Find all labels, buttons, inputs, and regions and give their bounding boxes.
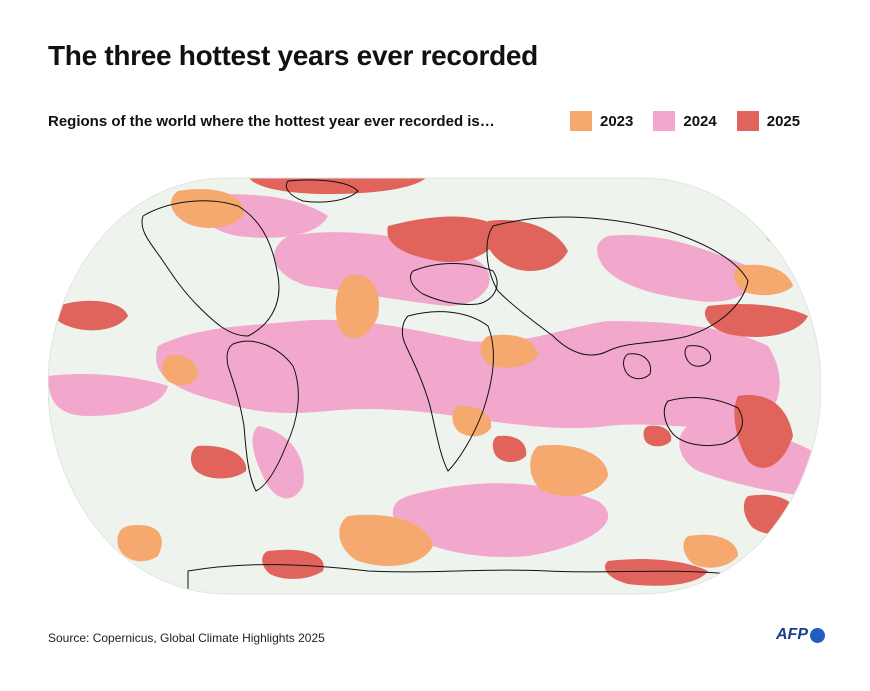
legend-swatch-2024 xyxy=(653,111,676,131)
regions-2025 xyxy=(53,178,808,586)
globe-outline xyxy=(47,177,822,595)
map-subtitle: Regions of the world where the hottest y… xyxy=(48,113,495,130)
legend: 2023 2024 2025 xyxy=(570,111,800,131)
legend-label-2024: 2024 xyxy=(683,112,717,130)
regions-2024 xyxy=(48,194,821,557)
legend-swatch-2023 xyxy=(570,111,592,131)
afp-logo-dot xyxy=(810,627,825,643)
coastlines xyxy=(141,179,749,594)
legend-label-2025: 2025 xyxy=(766,112,801,130)
legend-item-2023: 2023 xyxy=(570,111,633,131)
world-map xyxy=(47,176,822,596)
afp-logo-text: AFP xyxy=(776,626,808,643)
source-note: Source: Copernicus, Global Climate Highl… xyxy=(48,631,325,645)
legend-swatch-2025 xyxy=(736,111,759,131)
afp-logo-icon: AFP xyxy=(776,626,825,644)
legend-item-2025: 2025 xyxy=(736,111,801,131)
page-title: The three hottest years ever recorded xyxy=(48,40,538,71)
regions-2023 xyxy=(117,188,793,568)
legend-label-2023: 2023 xyxy=(600,112,634,130)
legend-item-2024: 2024 xyxy=(653,111,717,131)
world-map-svg xyxy=(47,177,822,595)
